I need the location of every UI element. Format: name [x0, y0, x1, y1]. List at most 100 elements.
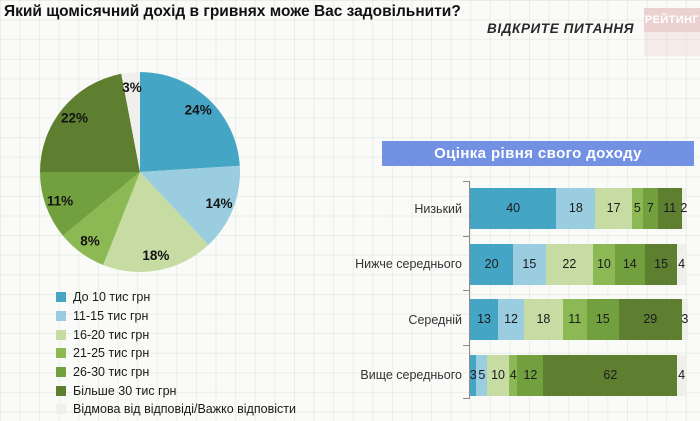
- legend-item: 16-20 тис грн: [56, 325, 296, 344]
- bar-segment-value: 22: [562, 256, 577, 271]
- bar-segment: 4: [508, 354, 518, 396]
- bar-segment: 3: [470, 354, 477, 396]
- axis-tick: [463, 290, 469, 291]
- pie-value-label: 11%: [47, 193, 73, 208]
- bar-row: 3 5 10 4 12 62 4: [470, 354, 686, 396]
- legend-item: До 10 тис грн: [56, 288, 296, 307]
- bar-segment-value: 4: [678, 256, 686, 271]
- rating-logo-text: РЕЙТИНГ: [644, 8, 700, 32]
- bar-segment: 12: [517, 354, 544, 396]
- income-by-assessment-chart: Низький 40 18 17 5 7 11 2 Нижче середнього 20 15 22…: [354, 181, 700, 399]
- bar-segment-value: 7: [646, 201, 654, 216]
- bar-segment: 15: [644, 243, 678, 285]
- bar-segment-value: 17: [606, 201, 621, 216]
- pie-legend: До 10 тис грн 11-15 тис грн 16-20 тис грн 2…: [56, 288, 296, 419]
- legend-swatch: [56, 404, 66, 415]
- bar-segment-value: 15: [595, 312, 610, 327]
- legend-swatch: [56, 385, 66, 396]
- bar-segment: 5: [631, 188, 643, 229]
- pie-slice-3: [62, 172, 141, 265]
- pie-slice-5: [40, 73, 140, 172]
- legend-item: 26-30 тис грн: [56, 363, 296, 382]
- bar-category-label: Низький: [414, 201, 462, 216]
- page-title: Який щомісячний дохід в гривнях може Вас…: [4, 3, 461, 20]
- legend-swatch: [56, 367, 66, 378]
- bar-segment-value: 4: [509, 367, 517, 382]
- bar-segment: 20: [470, 243, 514, 285]
- bar-segment-value: 29: [643, 312, 658, 327]
- bar-segment: 18: [523, 299, 563, 340]
- bar-row: 13 12 18 11 15 29 3: [470, 299, 688, 340]
- pie-value-label: 18%: [142, 248, 169, 263]
- bar-row: 20 15 22 10 14 15 4: [470, 243, 686, 285]
- bar-segment-value: 4: [678, 367, 686, 382]
- bar-segment: 14: [614, 243, 645, 285]
- legend-item: 11-15 тис грн: [56, 307, 296, 326]
- pie-slice-6: [121, 72, 140, 172]
- bar-segment: 17: [595, 188, 632, 229]
- bar-segment-value: 10: [596, 256, 611, 271]
- bar-segment-value: 2: [680, 201, 688, 216]
- axis-tick: [463, 235, 469, 237]
- bar-category-label: Середній: [408, 312, 462, 327]
- bar-segment: 11: [562, 299, 587, 340]
- bar-segment: 4: [677, 354, 686, 396]
- bar-segment: 15: [586, 299, 619, 340]
- bar-segment-value: 14: [622, 256, 637, 271]
- pie-value-label: 3%: [122, 80, 142, 95]
- legend-swatch: [56, 311, 66, 322]
- legend-item: Відмова від відповіді/Важко відповісти: [56, 400, 296, 419]
- bar-segment-value: 18: [536, 312, 551, 327]
- pie-slice-1: [140, 165, 240, 245]
- axis-tick: [463, 398, 469, 399]
- bar-segment: 15: [513, 243, 546, 285]
- legend-item-label: Більше 30 тис грн: [73, 383, 177, 398]
- bar-segment: 7: [642, 188, 658, 229]
- bar-segment-value: 15: [654, 256, 669, 271]
- pie-slice-4: [40, 172, 140, 236]
- bar-segment: 12: [498, 299, 524, 340]
- bar-segment: 18: [556, 188, 596, 229]
- bar-segment-value: 62: [603, 367, 618, 382]
- legend-item-label: 21-25 тис грн: [73, 346, 150, 361]
- legend-item-label: 11-15 тис грн: [73, 309, 149, 324]
- bar-segment-value: 12: [523, 367, 538, 382]
- pie-value-label: 8%: [80, 233, 100, 248]
- bar-segment-value: 18: [568, 201, 583, 216]
- income-pie-chart: 24% 14% 18% 8% 11% 22% 3%: [30, 62, 250, 282]
- bar-segment-value: 13: [477, 312, 491, 327]
- legend-item: 21-25 тис грн: [56, 344, 296, 363]
- bar-segment-value: 15: [522, 256, 537, 271]
- rating-logo-fade: [644, 32, 700, 56]
- bar-segment: 3: [681, 299, 689, 340]
- pie-value-label: 24%: [185, 103, 212, 118]
- rating-logo: РЕЙТИНГ: [644, 8, 700, 56]
- bar-segment: 13: [470, 299, 499, 340]
- open-question-note: ВІДКРИТЕ ПИТАННЯ: [487, 21, 635, 36]
- bar-category-label: Вище середнього: [360, 368, 462, 382]
- legend-swatch: [56, 292, 66, 303]
- axis-tick: [463, 181, 469, 182]
- legend-item-label: 16-20 тис грн: [73, 327, 150, 342]
- category-axis: [469, 181, 470, 399]
- legend-item-label: До 10 тис грн: [73, 290, 151, 305]
- legend-item: Більше 30 тис грн: [56, 381, 296, 400]
- legend-item-label: 26-30 тис грн: [73, 365, 150, 380]
- bar-segment: 2: [680, 188, 688, 229]
- legend-swatch: [56, 348, 66, 359]
- bar-segment: 22: [545, 243, 594, 285]
- bar-segment-value: 20: [484, 256, 499, 271]
- income-assessment-banner: Оцінка рівня свого доходу: [382, 141, 694, 166]
- bar-segment: 4: [677, 243, 686, 285]
- bar-segment: 10: [487, 354, 509, 396]
- bar-segment-value: 3: [681, 312, 689, 327]
- pie-slice-0: [140, 72, 240, 172]
- bar-segment-value: 10: [491, 367, 506, 382]
- bar-segment-value: 5: [478, 367, 486, 382]
- legend-swatch: [56, 329, 66, 340]
- pie-slice-2: [103, 172, 209, 273]
- bar-segment: 11: [657, 188, 682, 229]
- bar-segment: 10: [593, 243, 615, 285]
- legend-item-label: Відмова від відповіді/Важко відповісти: [73, 402, 296, 417]
- axis-tick: [463, 344, 469, 346]
